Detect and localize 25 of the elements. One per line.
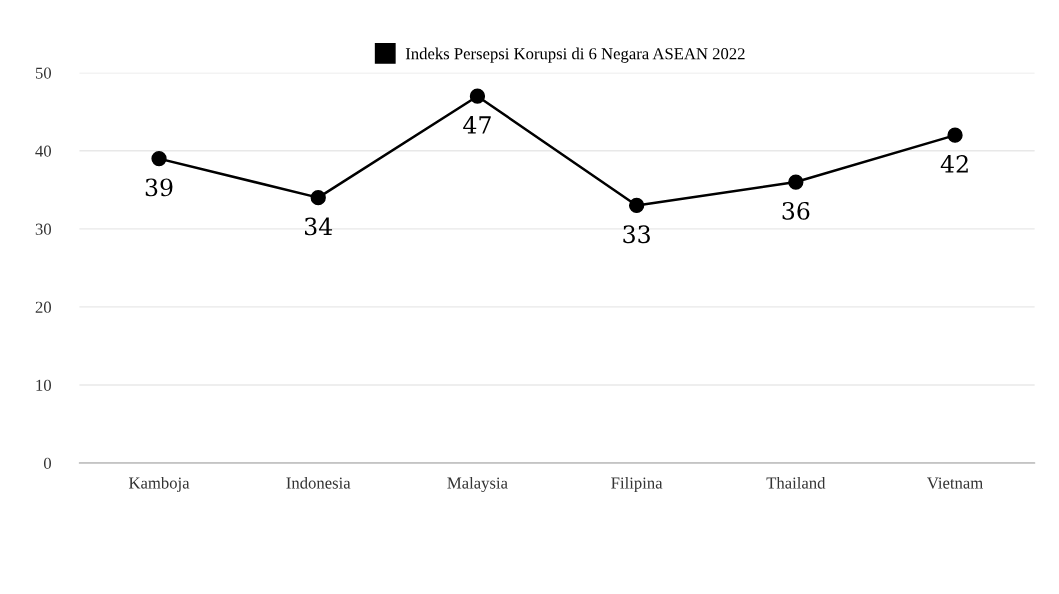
x-tick-label: Kamboja	[128, 476, 190, 493]
x-tick-label: Vietnam	[927, 477, 983, 489]
y-tick-label: 10	[36, 379, 52, 391]
y-tick-label: 30	[35, 223, 52, 235]
x-tick-label: Malaysia	[447, 476, 508, 493]
point	[151, 150, 167, 167]
y-tick-label: 40	[35, 145, 52, 157]
data-label: 34	[305, 217, 333, 236]
data-label: 33	[623, 225, 650, 244]
legend-label: Indeks Persepsi Korupsi di 6 Negara ASEAN 2022	[405, 47, 745, 63]
data-label: 42	[940, 155, 968, 173]
data-label: 47	[463, 116, 491, 134]
y-tick-label: 50	[35, 67, 52, 79]
point	[947, 127, 963, 143]
x-tick-label: Filipina	[611, 476, 663, 493]
x-tick-label: Thailand	[766, 476, 826, 489]
y-tick-label: 0	[43, 457, 52, 469]
y-tick-label: 20	[35, 301, 52, 313]
point	[469, 88, 486, 104]
data-label: 39	[145, 178, 173, 197]
point	[628, 197, 645, 214]
data-label: 36	[782, 201, 810, 220]
point	[788, 174, 804, 190]
x-tick-label: Indonesia	[286, 476, 351, 489]
point	[310, 190, 326, 206]
